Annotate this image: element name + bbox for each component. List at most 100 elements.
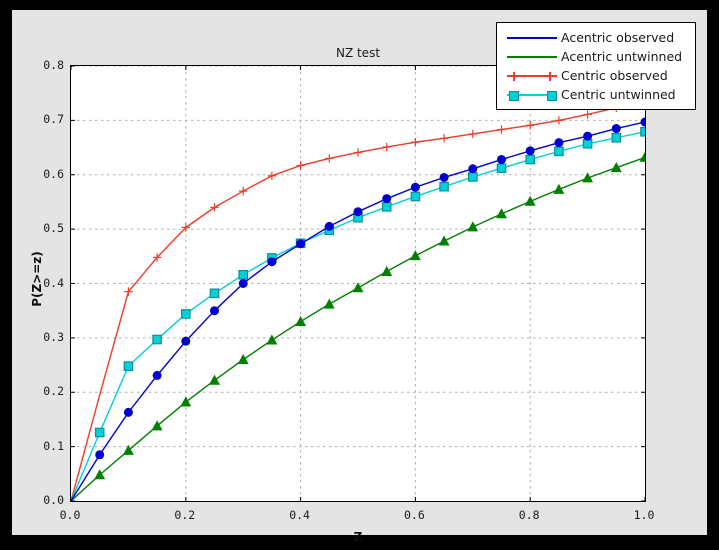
legend-swatch-circle-icon: [503, 31, 561, 45]
data-marker-circle: [324, 221, 334, 231]
series-line: [71, 121, 645, 501]
data-marker-triangle: [266, 334, 278, 345]
data-marker-circle: [382, 194, 392, 204]
data-marker-plus: [439, 134, 449, 143]
data-marker-triangle: [409, 250, 421, 261]
series-line: [71, 100, 645, 501]
data-marker-circle: [95, 450, 105, 460]
data-marker-circle: [410, 182, 420, 192]
data-marker-square: [180, 309, 191, 319]
data-marker-square: [611, 132, 622, 143]
data-marker-square: [525, 154, 535, 165]
y-tick-label: 0.4: [43, 275, 64, 290]
data-marker-circle: [353, 207, 363, 217]
data-marker-triangle: [639, 151, 645, 162]
data-marker-square: [582, 138, 593, 149]
data-marker-circle: [497, 155, 506, 165]
data-marker-triangle: [323, 298, 335, 309]
data-marker-circle: [439, 172, 449, 182]
data-marker-triangle: [582, 172, 594, 183]
data-marker-square: [468, 172, 478, 182]
data-marker-triangle: [94, 469, 106, 480]
data-marker-square: [152, 334, 162, 345]
data-marker-triangle: [122, 444, 134, 455]
data-marker-plus: [554, 116, 564, 125]
series-acentric-untwinned: [71, 151, 645, 501]
plot-area: [70, 65, 646, 502]
data-marker-plus: [181, 223, 190, 232]
data-marker-circle: [267, 257, 277, 267]
data-marker-circle: [611, 124, 621, 134]
legend-entry[interactable]: Centric observed: [503, 66, 689, 85]
data-marker-square: [94, 427, 105, 438]
matplotlib-figure: NZ test P(Z>=z) Z 0.0 0.1 0.2 0.3 0.4 0.5 0.6 0…: [12, 10, 707, 544]
data-marker-plus: [152, 253, 162, 262]
data-marker-triangle: [610, 162, 622, 173]
data-marker-plus: [210, 203, 219, 212]
legend-swatch-triangle-icon: [503, 50, 561, 64]
x-axis-label: Z: [353, 530, 363, 544]
data-marker-triangle: [381, 265, 393, 276]
legend-swatch-square-icon: [503, 88, 561, 102]
data-marker-triangle: [180, 396, 192, 407]
data-marker-circle: [468, 164, 478, 174]
data-marker-square: [209, 288, 220, 299]
y-axis-tick-labels: 0.0 0.1 0.2 0.3 0.4 0.5 0.6 0.7 0.8: [12, 10, 64, 550]
data-marker-triangle: [151, 420, 163, 431]
data-marker-plus: [124, 287, 133, 296]
data-marker-triangle: [438, 235, 450, 246]
data-marker-plus: [468, 129, 477, 139]
data-marker-triangle: [295, 315, 307, 326]
data-marker-circle: [640, 117, 645, 127]
data-marker-circle: [238, 279, 248, 288]
legend-entry[interactable]: Acentric observed: [503, 28, 689, 47]
data-marker-square: [496, 163, 507, 174]
data-marker-plus: [526, 121, 535, 130]
data-marker-circle: [123, 407, 133, 417]
data-marker-triangle: [553, 183, 565, 194]
data-marker-plus: [353, 148, 363, 157]
y-tick-label: 0.1: [43, 438, 64, 453]
legend-label: Centric observed: [561, 68, 668, 83]
data-marker-square: [640, 126, 645, 137]
data-marker-plus: [583, 110, 592, 119]
data-marker-square: [439, 181, 449, 192]
series-acentric-observed: [71, 117, 645, 501]
legend-swatch-plus-icon: [503, 69, 561, 83]
data-marker-square: [410, 191, 421, 202]
y-tick-label: 0.8: [43, 58, 64, 72]
data-marker-plus: [497, 125, 506, 134]
data-marker-plus: [411, 137, 420, 147]
data-marker-circle: [525, 146, 535, 156]
data-marker-square: [554, 146, 564, 157]
data-marker-circle: [583, 131, 593, 141]
legend-entry[interactable]: Centric untwinned: [503, 85, 689, 104]
series-centric-observed: [71, 96, 645, 501]
y-tick-label: 0.7: [43, 112, 64, 127]
y-tick-label: 0.0: [43, 493, 64, 507]
data-marker-circle: [181, 336, 191, 346]
data-marker-circle: [554, 138, 564, 148]
data-marker-triangle: [467, 221, 479, 232]
y-tick-label: 0.5: [43, 221, 64, 236]
x-tick-label: 1.0: [633, 508, 655, 522]
data-marker-circle: [210, 306, 219, 316]
legend-label: Centric untwinned: [561, 87, 676, 102]
data-marker-circle: [296, 239, 306, 249]
series-centric-untwinned: [71, 126, 645, 501]
data-marker-square: [123, 361, 134, 371]
data-marker-square: [381, 202, 392, 212]
data-marker-square: [238, 270, 248, 280]
y-tick-label: 0.2: [43, 384, 64, 399]
chart-legend[interactable]: Acentric observed Acentric untwinned Centr…: [496, 22, 696, 110]
data-marker-triangle: [209, 374, 220, 385]
x-tick-label: 0.2: [174, 508, 196, 522]
x-tick-label: 0.0: [59, 508, 81, 522]
legend-entry[interactable]: Acentric untwinned: [503, 47, 689, 66]
x-tick-label: 0.4: [289, 508, 310, 522]
data-marker-plus: [267, 171, 277, 181]
chart-canvas: [71, 66, 645, 501]
data-marker-plus: [296, 161, 305, 170]
data-marker-plus: [239, 186, 248, 196]
